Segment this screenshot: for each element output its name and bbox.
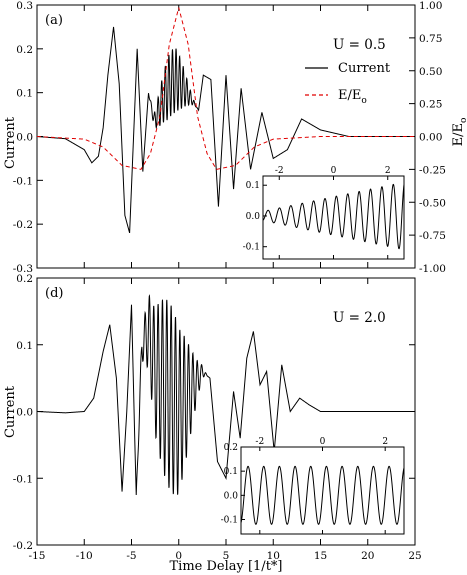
panel-a: -0.3 -0.2 -0.1 0.0 0.1 0.2 0.3 -1.00 -0.75 -0.50…	[3, 0, 467, 275]
inset-y-tick-label: 0.0	[224, 491, 239, 501]
panel-a-right-label: E/Eo	[451, 118, 467, 147]
legend: Current E/Eo	[305, 61, 391, 106]
panel-d-tag: (d)	[45, 286, 63, 301]
x-tick-label: 10	[267, 550, 280, 562]
inset-y-tick-label: -0.1	[243, 243, 260, 253]
panel-a-series	[36, 7, 415, 234]
x-tick-label: 5	[223, 550, 230, 562]
panel-a-y-ticks: -0.3 -0.2 -0.1 0.0 0.1 0.2 0.3	[13, 0, 43, 275]
series-line-e-e0	[36, 7, 415, 170]
right-tick-label: 0.25	[419, 99, 442, 111]
inset-x-tick-label: 0	[331, 166, 337, 176]
y-tick-label: 0.0	[16, 132, 33, 144]
right-tick-label: 0.00	[419, 132, 442, 144]
right-tick-label: -0.50	[419, 197, 446, 209]
right-tick-label: -1.00	[419, 263, 446, 275]
panel-a-x-ticks	[36, 5, 416, 268]
panel-a-inset-series	[262, 183, 405, 250]
x-tick-label: -15	[29, 550, 46, 562]
x-tick-label: -5	[126, 550, 136, 562]
inset-y-tick-label: 0.1	[224, 467, 238, 477]
inset-y-tick-label: -0.1	[221, 516, 238, 526]
panel-a-right-ticks: -1.00 -0.75 -0.50 -0.25 0.00 0.25 0.50 0.75 1.00	[409, 0, 446, 275]
panel-a-inset-ticks: -2 0 2 -0.1 0.0 0.1	[243, 166, 391, 259]
panel-a-annotation: U = 0.5	[333, 37, 386, 53]
inset-x-tick-label: -2	[275, 166, 284, 176]
right-tick-label: 1.00	[419, 0, 442, 12]
panel-d-y-label: Current	[3, 385, 18, 438]
series-line-current	[36, 26, 415, 234]
inset-x-tick-label: -2	[255, 437, 264, 447]
y-tick-label: -0.1	[13, 473, 33, 485]
panel-a-tag: (a)	[45, 13, 63, 28]
panel-d: -15 -10 -5 0 5 10 15 20 25 -0.2-0.10.00.10.2 (d)…	[3, 273, 422, 562]
y-tick-label: 0.3	[16, 0, 33, 12]
x-tick-label: 15	[314, 550, 327, 562]
legend-field-label: E/Eo	[338, 88, 367, 106]
series-line-current	[36, 294, 415, 495]
panel-d-inset: -2 0 2 -0.1 0.0 0.1 0.2	[221, 437, 405, 535]
right-tick-label: 0.75	[419, 33, 442, 45]
x-tick-label: -10	[76, 550, 93, 562]
inset-y-tick-label: 0.2	[224, 443, 238, 453]
inset-series-line	[240, 465, 405, 525]
panel-a-inset: -2 0 2 -0.1 0.0 0.1	[243, 166, 405, 260]
panel-d-inset-ticks: -2 0 2 -0.1 0.0 0.1 0.2	[221, 437, 388, 534]
right-tick-label: -0.75	[419, 230, 446, 242]
y-tick-label: 0.1	[16, 340, 33, 352]
y-tick-label: 0.2	[16, 273, 33, 285]
right-tick-label: 0.50	[419, 66, 442, 78]
legend-current-label: Current	[338, 61, 391, 76]
right-tick-label: -0.25	[419, 164, 446, 176]
inset-series-line	[262, 183, 405, 250]
inset-y-tick-label: 0.1	[246, 181, 260, 191]
x-tick-label: 0	[175, 550, 182, 562]
panel-a-y-label: Current	[3, 116, 18, 169]
inset-x-tick-label: 0	[320, 437, 326, 447]
panel-d-x-ticks: -15 -10 -5 0 5 10 15 20 25	[29, 278, 422, 562]
y-tick-label: 0.2	[16, 44, 33, 56]
inset-x-tick-label: 2	[382, 437, 388, 447]
y-tick-label: 0.1	[16, 88, 33, 100]
y-tick-label: -0.3	[13, 263, 33, 275]
x-axis-label: Time Delay [1/t*]	[169, 559, 282, 574]
x-tick-label: 20	[361, 550, 374, 562]
y-tick-label: -0.1	[13, 175, 33, 187]
panel-d-inset-series	[240, 465, 405, 525]
x-tick-label: 25	[408, 550, 421, 562]
panel-d-series	[36, 294, 415, 495]
inset-x-tick-label: 2	[385, 166, 391, 176]
y-tick-label: -0.2	[13, 219, 33, 231]
panel-d-annotation: U = 2.0	[333, 310, 386, 326]
y-tick-label: -0.2	[13, 540, 33, 552]
y-tick-label: 0.0	[16, 407, 33, 419]
inset-y-tick-label: 0.0	[246, 212, 261, 222]
